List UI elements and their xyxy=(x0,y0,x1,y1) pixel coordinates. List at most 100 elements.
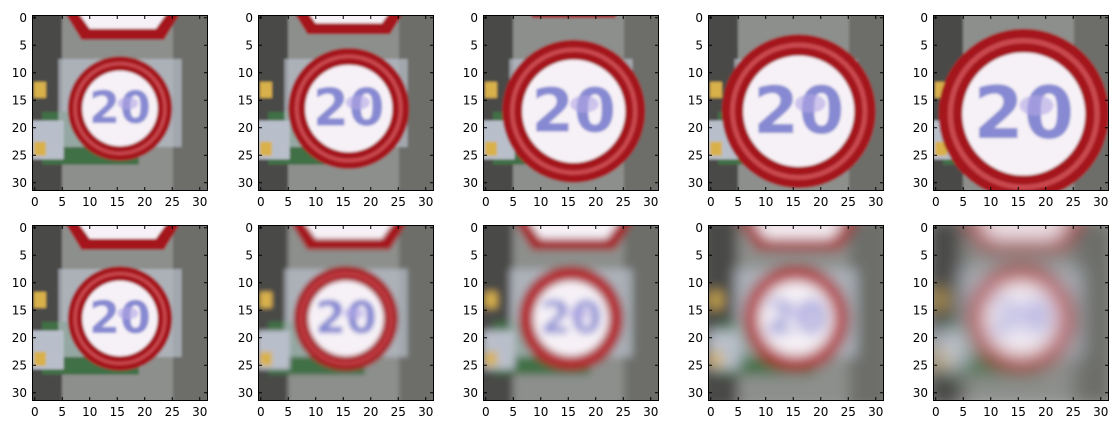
x-tick-label: 10 xyxy=(533,405,548,419)
y-tick-label: 15 xyxy=(12,303,27,317)
y-tick-label: 30 xyxy=(463,176,478,190)
x-tick-label: 25 xyxy=(616,195,631,209)
y-tick-label: 20 xyxy=(12,121,27,135)
subplot-1-2: 20 0 5 10 15 20 25 30 0 5 10 15 20 25 30 xyxy=(463,221,659,419)
y-tick-label: 0 xyxy=(470,221,478,235)
axes-frame xyxy=(258,15,434,191)
sign-image: 20 xyxy=(32,15,208,191)
x-tick-label: 20 xyxy=(137,195,152,209)
y-tick-label: 30 xyxy=(238,386,253,400)
x-tick-label: 15 xyxy=(1011,195,1026,209)
y-tick-label: 25 xyxy=(12,148,27,162)
x-tick-label: 30 xyxy=(418,405,433,419)
y-tick-label: 0 xyxy=(470,11,478,25)
x-tick-label: 25 xyxy=(165,405,180,419)
y-tick-label: 20 xyxy=(913,121,928,135)
x-tick-label: 10 xyxy=(308,195,323,209)
x-tick-label: 15 xyxy=(561,405,576,419)
subplot-0-2: 20 0 5 10 15 20 25 30 0 5 10 15 20 25 30 xyxy=(463,11,659,209)
x-tick-label: 25 xyxy=(841,405,856,419)
y-tick-label: 0 xyxy=(245,11,253,25)
x-tick-label: 30 xyxy=(192,405,207,419)
subplot-1-4: 20 0 5 10 15 20 25 30 0 5 10 15 20 25 30 xyxy=(913,221,1109,419)
y-tick-label: 5 xyxy=(920,248,928,262)
y-tick-label: 30 xyxy=(688,386,703,400)
sign-image: 20 xyxy=(258,15,434,191)
x-tick-label: 20 xyxy=(1038,405,1053,419)
x-tick-label: 0 xyxy=(257,195,265,209)
y-tick-label: 25 xyxy=(238,148,253,162)
x-tick-label: 15 xyxy=(336,195,351,209)
y-tick-label: 25 xyxy=(12,358,27,372)
y-tick-label: 10 xyxy=(238,66,253,80)
subplot-0-4: 20 0 5 10 15 20 25 30 0 5 10 15 20 25 30 xyxy=(913,11,1109,209)
y-tick-label: 15 xyxy=(688,93,703,107)
y-tick-label: 0 xyxy=(695,221,703,235)
x-tick-label: 10 xyxy=(983,405,998,419)
x-tick-label: 30 xyxy=(1093,405,1108,419)
y-tick-label: 10 xyxy=(238,276,253,290)
axes-frame xyxy=(32,225,208,401)
x-tick-label: 20 xyxy=(137,405,152,419)
y-tick-label: 0 xyxy=(695,11,703,25)
y-tick-label: 15 xyxy=(463,303,478,317)
x-tick-label: 15 xyxy=(336,405,351,419)
axes-frame xyxy=(933,225,1109,401)
y-tick-label: 5 xyxy=(470,38,478,52)
y-tick-label: 5 xyxy=(695,38,703,52)
x-tick-label: 15 xyxy=(110,405,125,419)
axes-frame xyxy=(483,15,659,191)
y-tick-label: 30 xyxy=(688,176,703,190)
axes-frame xyxy=(708,15,884,191)
y-tick-label: 5 xyxy=(695,248,703,262)
x-tick-label: 20 xyxy=(363,195,378,209)
x-tick-label: 5 xyxy=(284,195,292,209)
x-tick-label: 30 xyxy=(643,405,658,419)
y-tick-label: 0 xyxy=(19,221,27,235)
axes-frame xyxy=(708,225,884,401)
y-tick-label: 30 xyxy=(12,176,27,190)
y-tick-label: 0 xyxy=(245,221,253,235)
x-tick-label: 20 xyxy=(363,405,378,419)
y-tick-label: 25 xyxy=(463,148,478,162)
x-tick-label: 15 xyxy=(561,195,576,209)
y-tick-label: 0 xyxy=(920,221,928,235)
y-tick-label: 10 xyxy=(913,66,928,80)
x-tick-label: 5 xyxy=(959,405,967,419)
y-tick-label: 20 xyxy=(688,121,703,135)
x-tick-label: 15 xyxy=(786,405,801,419)
x-tick-label: 0 xyxy=(482,195,490,209)
x-tick-label: 25 xyxy=(391,405,406,419)
y-tick-label: 20 xyxy=(688,331,703,345)
x-tick-label: 25 xyxy=(1066,195,1081,209)
x-tick-label: 20 xyxy=(813,405,828,419)
x-tick-label: 5 xyxy=(734,405,742,419)
x-tick-label: 0 xyxy=(707,405,715,419)
y-tick-label: 25 xyxy=(238,358,253,372)
svg-text:20: 20 xyxy=(313,78,385,138)
x-tick-label: 5 xyxy=(734,195,742,209)
x-tick-label: 0 xyxy=(31,195,39,209)
x-tick-label: 5 xyxy=(58,195,66,209)
y-tick-label: 15 xyxy=(688,303,703,317)
svg-text:20: 20 xyxy=(765,293,827,344)
y-tick-label: 5 xyxy=(19,38,27,52)
x-tick-label: 20 xyxy=(588,405,603,419)
sign-image: 20 xyxy=(32,225,208,401)
x-tick-label: 0 xyxy=(482,405,490,419)
subplot-1-0: 20 0 5 10 15 20 25 30 0 5 10 15 20 25 30 xyxy=(12,221,208,419)
y-tick-label: 20 xyxy=(913,331,928,345)
svg-text:20: 20 xyxy=(540,293,602,344)
x-tick-label: 25 xyxy=(165,195,180,209)
x-tick-label: 5 xyxy=(959,195,967,209)
axes-frame xyxy=(933,15,1109,191)
y-tick-label: 10 xyxy=(688,66,703,80)
x-tick-label: 10 xyxy=(758,405,773,419)
x-tick-label: 20 xyxy=(1038,195,1053,209)
x-tick-label: 30 xyxy=(418,195,433,209)
y-tick-label: 30 xyxy=(913,386,928,400)
svg-text:20: 20 xyxy=(89,293,151,344)
y-tick-label: 20 xyxy=(12,331,27,345)
y-tick-label: 20 xyxy=(463,121,478,135)
y-tick-label: 20 xyxy=(238,331,253,345)
